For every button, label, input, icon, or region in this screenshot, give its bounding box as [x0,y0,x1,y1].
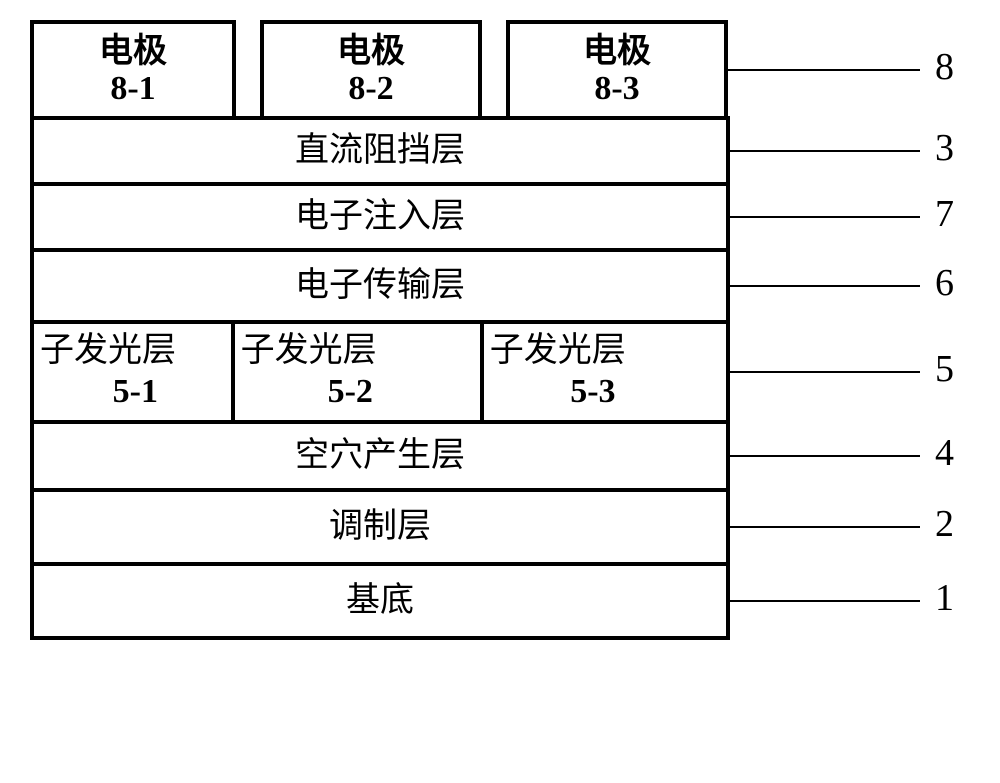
layer-number-label: 5 [935,347,954,391]
layer-number-label: 8 [935,45,954,89]
cell-id: 5-1 [113,372,158,413]
sub-emissive-5-1: 子发光层 5-1 [34,324,235,420]
leader-line [730,150,920,152]
leader-line [730,371,920,373]
layer-stack-diagram: 电极 8-1 电极 8-2 电极 8-3 直流阻挡层 电子注入层 电子传输层 子… [30,20,730,640]
electrode-id: 8-2 [348,70,393,107]
leader-line [730,216,920,218]
layer-number-label: 3 [935,126,954,170]
sub-emissive-5-3: 子发光层 5-3 [484,324,726,420]
layer-number-label: 1 [935,576,954,620]
cell-id: 5-3 [570,372,615,413]
electrode-title: 电极 [337,33,405,70]
layer-text: 电子传输层 [295,266,465,307]
electrode-row: 电极 8-1 电极 8-2 电极 8-3 [30,20,730,120]
electrode-id: 8-3 [594,70,639,107]
layer-dc-block: 直流阻挡层 [30,116,730,186]
layer-e-transport: 电子传输层 [30,248,730,324]
layer-text: 空穴产生层 [295,436,465,477]
layer-number-label: 2 [935,502,954,546]
cell-title: 子发光层 [490,331,626,372]
electrode-8-3: 电极 8-3 [506,20,728,120]
layer-e-inject: 电子注入层 [30,182,730,252]
leader-line [728,69,920,71]
emissive-row: 子发光层 5-1 子发光层 5-2 子发光层 5-3 [30,320,730,424]
layer-substrate: 基底 [30,562,730,640]
layer-text: 调制层 [329,507,431,548]
layer-text: 电子注入层 [295,197,465,238]
electrode-8-2: 电极 8-2 [260,20,482,120]
electrode-title: 电极 [99,33,167,70]
electrode-id: 8-1 [110,70,155,107]
electrode-8-1: 电极 8-1 [30,20,236,120]
layer-number-label: 4 [935,431,954,475]
sub-emissive-5-2: 子发光层 5-2 [235,324,484,420]
leader-line [730,455,920,457]
layer-text: 直流阻挡层 [295,131,465,172]
leader-line [730,285,920,287]
leader-line [730,600,920,602]
layer-text: 基底 [346,581,414,622]
cell-title: 子发光层 [241,331,377,372]
layer-number-label: 6 [935,261,954,305]
layer-number-label: 7 [935,192,954,236]
leader-line [730,526,920,528]
layer-hole-gen: 空穴产生层 [30,420,730,492]
layer-modulation: 调制层 [30,488,730,566]
electrode-title: 电极 [583,33,651,70]
cell-title: 子发光层 [40,331,176,372]
cell-id: 5-2 [328,372,373,413]
